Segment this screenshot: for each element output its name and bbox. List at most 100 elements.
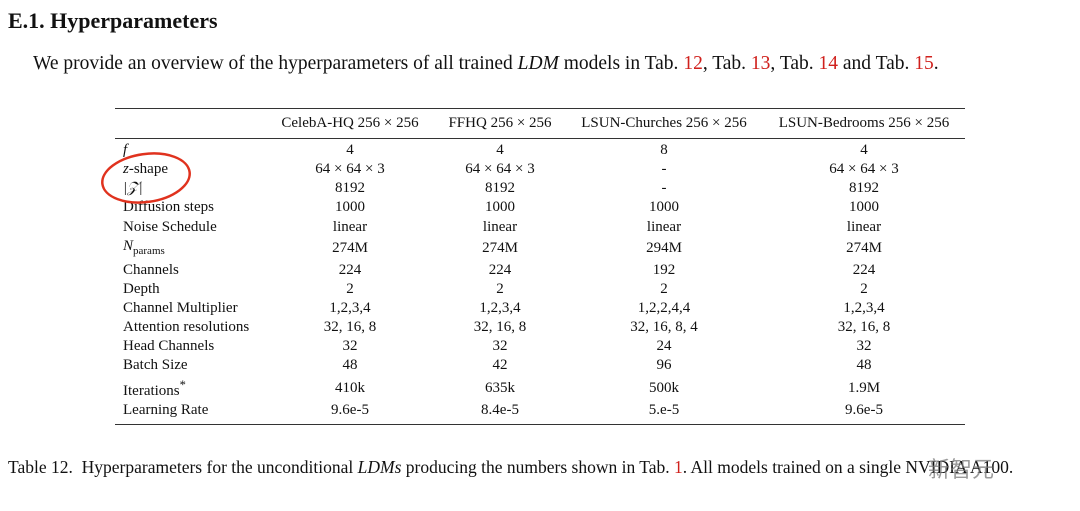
row: Head Channels 32 32 24 32 bbox=[115, 337, 965, 356]
cell: 1000 bbox=[849, 199, 879, 216]
text: models in Tab. bbox=[558, 53, 684, 74]
cell: linear bbox=[332, 218, 368, 235]
cell: 4 bbox=[346, 142, 354, 159]
header-row: CelebA-HQ 256 × 256 FFHQ 256 × 256 LSUN-Ch… bbox=[115, 108, 965, 139]
cell: 1,2,3,4 bbox=[329, 300, 371, 317]
text: We provide an overview of the hyperparam… bbox=[33, 53, 518, 74]
cell: linear bbox=[646, 218, 682, 235]
row-label: Depth bbox=[123, 280, 160, 297]
text: params bbox=[133, 244, 165, 257]
text: * bbox=[179, 377, 186, 392]
cell: 32 bbox=[492, 338, 508, 355]
cell: 64 × 64 × 3 bbox=[315, 161, 385, 178]
text: N bbox=[123, 237, 134, 254]
table-link[interactable]: 12 bbox=[683, 53, 703, 74]
cell: 64 × 64 × 3 bbox=[465, 161, 535, 178]
cell: 9.6e-5 bbox=[845, 401, 883, 418]
cell: 635k bbox=[485, 379, 515, 396]
row: Diffusion steps 1000 1000 1000 1000 bbox=[115, 198, 965, 217]
text: , Tab. bbox=[702, 53, 751, 74]
cell: 224 bbox=[338, 261, 362, 278]
row-label: Attention resolutions bbox=[123, 319, 250, 336]
table-link[interactable]: 13 bbox=[750, 53, 771, 74]
column-header: FFHQ 256 × 256 bbox=[435, 108, 565, 139]
cell: 64 × 64 × 3 bbox=[829, 161, 899, 178]
cell: linear bbox=[846, 218, 882, 235]
text: . All models trained on a single NVIDIA … bbox=[682, 457, 1014, 477]
cell: 9.6e-5 bbox=[331, 401, 369, 418]
cell: 42 bbox=[492, 357, 508, 374]
row-label: Noise Schedule bbox=[123, 218, 217, 235]
row-label: Head Channels bbox=[123, 338, 215, 355]
cell: 32 bbox=[856, 338, 872, 355]
table-link[interactable]: 1 bbox=[674, 457, 683, 477]
cell: 1.9M bbox=[847, 379, 881, 396]
cell: 4 bbox=[496, 142, 504, 159]
cell: 5.e-5 bbox=[648, 401, 680, 418]
cell: 32 bbox=[342, 338, 358, 355]
column-header: LSUN-Churches 256 × 256 bbox=[565, 108, 763, 139]
row: Depth 2 2 2 2 bbox=[115, 280, 965, 299]
cell: 500k bbox=[649, 379, 679, 396]
cell: 1000 bbox=[649, 199, 679, 216]
row-label: f bbox=[115, 139, 265, 161]
row-label: Channels bbox=[123, 261, 179, 278]
cell: 2 bbox=[346, 280, 354, 297]
cell: 8 bbox=[660, 142, 668, 159]
cell: 96 bbox=[656, 357, 672, 374]
table-link[interactable]: 15 bbox=[914, 53, 934, 74]
text: producing the numbers shown in Tab. bbox=[401, 457, 674, 477]
cell: 24 bbox=[656, 338, 672, 355]
watermark: 新智元 bbox=[928, 458, 995, 483]
text: Hyperparameters for the unconditional bbox=[81, 457, 358, 477]
row-label: Iterations* bbox=[115, 376, 265, 401]
row-label: Learning Rate bbox=[123, 401, 209, 418]
cell: 8.4e-5 bbox=[481, 401, 519, 418]
text: , Tab. bbox=[770, 53, 819, 74]
cell: 294M bbox=[646, 240, 682, 257]
cell: 32, 16, 8 bbox=[323, 319, 377, 336]
cell: 1000 bbox=[335, 199, 365, 216]
cell: 32, 16, 8, 4 bbox=[630, 319, 698, 336]
column-header: CelebA-HQ 256 × 256 bbox=[265, 108, 435, 139]
cell: 8192 bbox=[485, 180, 515, 197]
intro-paragraph: We provide an overview of the hyperparam… bbox=[33, 53, 939, 75]
hyperparameter-table: CelebA-HQ 256 × 256 FFHQ 256 × 256 LSUN-Ch… bbox=[115, 108, 965, 425]
cell: 1,2,3,4 bbox=[479, 300, 521, 317]
cell: 1,2,3,4 bbox=[843, 300, 885, 317]
cell: 274M bbox=[482, 240, 518, 257]
row: Noise Schedule linear linear linear linear bbox=[115, 218, 965, 237]
table-link[interactable]: 14 bbox=[818, 53, 839, 74]
text: f bbox=[123, 142, 128, 159]
cell: 1000 bbox=[485, 199, 515, 216]
cell: 274M bbox=[332, 240, 368, 257]
text: LDM bbox=[517, 53, 559, 74]
row: f 4 4 8 4 bbox=[115, 139, 965, 161]
text: z bbox=[123, 161, 129, 178]
table-caption: Table 12. Hyperparameters for the uncond… bbox=[8, 455, 1073, 480]
cell: 2 bbox=[860, 280, 868, 297]
cell: 48 bbox=[856, 357, 872, 374]
cell: 32, 16, 8 bbox=[837, 319, 891, 336]
cell: 192 bbox=[652, 261, 676, 278]
cell: 224 bbox=[852, 261, 876, 278]
table-head: CelebA-HQ 256 × 256 FFHQ 256 × 256 LSUN-Ch… bbox=[115, 108, 965, 139]
cell: 8192 bbox=[849, 180, 879, 197]
text: and Tab. bbox=[838, 53, 915, 74]
row-label: |𝒵| bbox=[115, 179, 265, 198]
row: Channels 224 224 192 224 bbox=[115, 261, 965, 280]
cell: 1,2,2,4,4 bbox=[637, 300, 691, 317]
section-title: E.1. Hyperparameters bbox=[8, 8, 218, 33]
cell: 48 bbox=[342, 357, 358, 374]
row-label: Diffusion steps bbox=[123, 199, 214, 216]
row-label: Batch Size bbox=[123, 357, 188, 374]
cell: 8192 bbox=[335, 180, 365, 197]
annotation-circle bbox=[101, 152, 191, 204]
column-header: LSUN-Bedrooms 256 × 256 bbox=[763, 108, 965, 139]
cell: 2 bbox=[496, 280, 504, 297]
row: Iterations* 410k 635k 500k 1.9M bbox=[115, 376, 965, 401]
text: . bbox=[933, 53, 939, 74]
row: z-shape 64 × 64 × 3 64 × 64 × 3 - 64 × 64 × … bbox=[115, 160, 965, 179]
